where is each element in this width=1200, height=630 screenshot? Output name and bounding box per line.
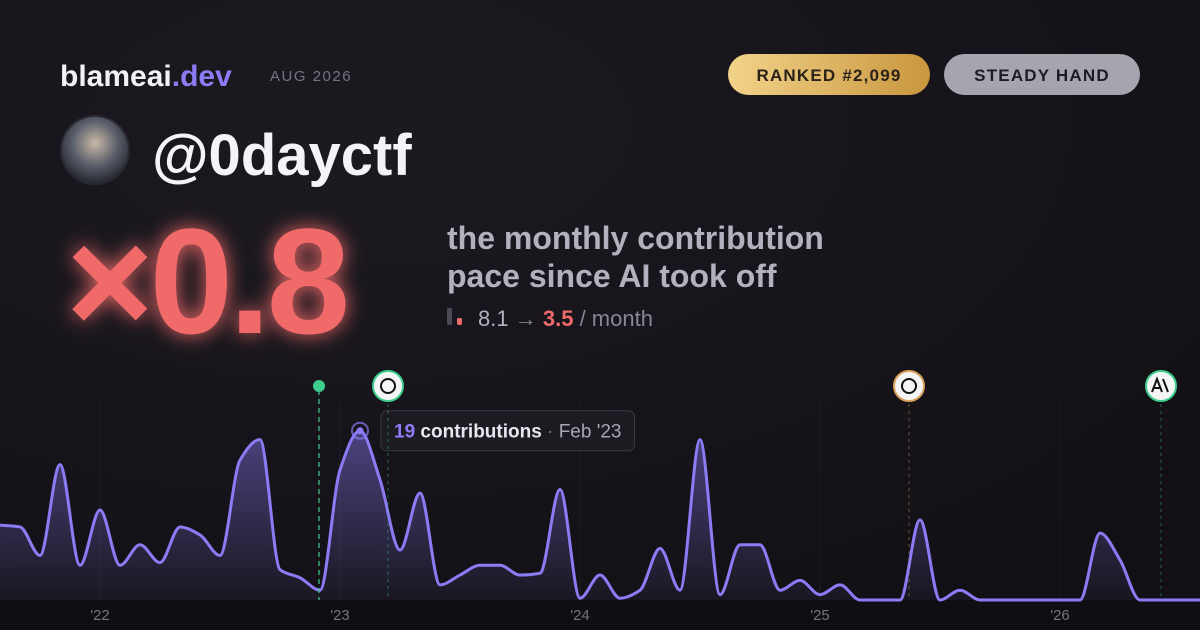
style-badge-text: STEADY HAND bbox=[974, 66, 1110, 85]
unit: / month bbox=[580, 306, 653, 331]
line bbox=[0, 429, 1200, 602]
highlight-dot bbox=[356, 427, 364, 435]
rank-badge bbox=[728, 54, 930, 95]
caption-line: pace since AI took off bbox=[447, 258, 777, 294]
tooltip-value: 19 bbox=[394, 422, 415, 443]
multiplier: ×0.8 bbox=[66, 197, 346, 365]
caption-line: the monthly contribution bbox=[447, 220, 824, 256]
x-tick-label: '24 bbox=[570, 607, 590, 624]
bar-icon bbox=[457, 318, 462, 325]
style-badge bbox=[944, 54, 1140, 95]
highlight-point bbox=[351, 421, 369, 440]
tooltip-text: 19 contributions · Feb '23 bbox=[394, 422, 621, 443]
before-pace: 8.1 bbox=[478, 306, 509, 331]
brand-suffix: .dev bbox=[172, 60, 232, 93]
handle: @0dayctf bbox=[152, 123, 412, 188]
event-icon bbox=[893, 370, 925, 402]
pace-line: 8.1 → 3.5 / month bbox=[478, 306, 653, 331]
x-tick-label: '25 bbox=[810, 607, 830, 624]
axis-band bbox=[0, 600, 1200, 630]
rank-badge-text: RANKED #2,099 bbox=[756, 66, 901, 85]
event-icon-glyph bbox=[380, 378, 396, 394]
tooltip bbox=[380, 410, 635, 452]
event-icon-glyph bbox=[1151, 376, 1169, 393]
bar-icon bbox=[447, 308, 452, 325]
brand: blameai.dev bbox=[60, 60, 232, 93]
tooltip-series: contributions bbox=[420, 422, 541, 443]
event-icon bbox=[1145, 370, 1177, 402]
area bbox=[0, 430, 1200, 600]
tooltip-separator: · bbox=[547, 422, 553, 443]
event-icon-glyph bbox=[901, 378, 917, 394]
brand-name: blameai bbox=[60, 60, 172, 93]
arrow: → bbox=[515, 306, 537, 331]
event-icon bbox=[372, 370, 404, 402]
period: AUG 2026 bbox=[270, 68, 352, 85]
x-tick-label: '22 bbox=[90, 607, 110, 624]
x-tick-label: '23 bbox=[330, 607, 350, 624]
avatar bbox=[60, 115, 130, 185]
chart: '22 '23 '24 '25 '26 19 contributions · Feb '2… bbox=[0, 404, 1200, 624]
event-dot bbox=[313, 380, 325, 392]
tooltip-date: Feb '23 bbox=[559, 422, 622, 443]
x-tick-label: '26 bbox=[1050, 607, 1070, 624]
after-pace: 3.5 bbox=[543, 306, 574, 331]
